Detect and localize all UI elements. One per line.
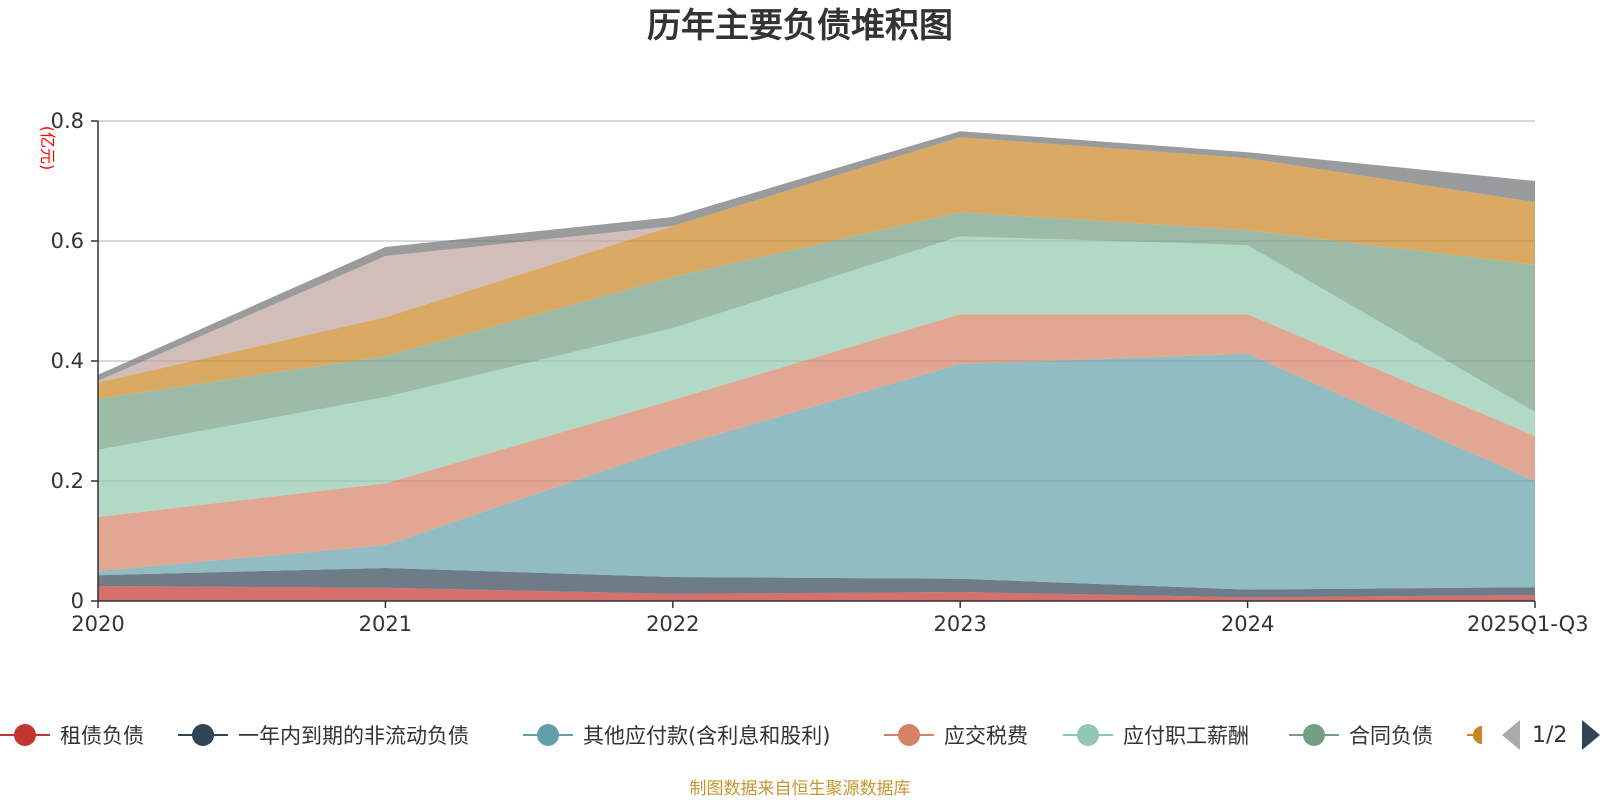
legend-label-1: 一年内到期的非流动负债 — [238, 724, 469, 748]
area-series-group — [98, 131, 1535, 601]
legend-prev-page-icon[interactable] — [1502, 720, 1520, 750]
x-tick-label-0: 2020 — [71, 612, 124, 636]
x-tick-label-2: 2022 — [646, 612, 699, 636]
area-series-2[interactable] — [98, 353, 1535, 590]
legend-page-indicator: 1/2 — [1532, 723, 1567, 748]
legend-item-2[interactable]: 其他应付款(含利息和股利) — [523, 724, 830, 748]
area-series-3[interactable] — [98, 314, 1535, 571]
legend: 租债负债 一年内到期的非流动负债 其他应付款(含利息和股利) 应交税费 应付职工薪酬 合同… — [0, 724, 1482, 748]
area-series-4[interactable] — [98, 236, 1535, 517]
y-axis-ticks: 0 0.2 0.4 0.6 0.8 — [51, 109, 98, 613]
legend-marker-icon-3 — [898, 724, 920, 746]
legend-marker-icon-2 — [537, 724, 559, 746]
legend-item-4[interactable]: 应付职工薪酬 — [1063, 724, 1249, 748]
area-series-5[interactable] — [98, 212, 1535, 450]
x-tick-label-3: 2023 — [933, 612, 986, 636]
chart-title: 历年主要负债堆积图 — [647, 6, 953, 46]
area-series-8[interactable] — [98, 131, 1535, 381]
legend-item-5[interactable]: 合同负债 — [1289, 724, 1433, 748]
area-series-6[interactable] — [98, 137, 1535, 399]
y-axis-unit-label: (亿元) — [38, 126, 57, 171]
legend-marker-icon-1 — [192, 724, 214, 746]
legend-item-0[interactable]: 租债负债 — [0, 724, 144, 748]
x-tick-label-4: 2024 — [1221, 612, 1274, 636]
legend-label-4: 应付职工薪酬 — [1123, 724, 1249, 748]
legend-label-0: 租债负债 — [60, 724, 144, 748]
legend-item-1[interactable]: 一年内到期的非流动负债 — [178, 724, 469, 748]
legend-next-page-icon[interactable] — [1582, 720, 1600, 750]
legend-marker-icon-0 — [14, 724, 36, 746]
legend-marker-partial-icon — [1473, 726, 1482, 744]
y-tick-label-3: 0.6 — [51, 229, 84, 253]
source-note: 制图数据来自恒生聚源数据库 — [690, 779, 911, 799]
legend-item-partial[interactable] — [1467, 726, 1482, 744]
legend-label-2: 其他应付款(含利息和股利) — [583, 724, 830, 748]
legend-marker-icon-5 — [1303, 724, 1325, 746]
legend-marker-icon-4 — [1077, 724, 1099, 746]
area-series-7[interactable] — [98, 137, 1535, 383]
legend-label-5: 合同负债 — [1349, 724, 1433, 748]
area-series-0[interactable] — [98, 586, 1535, 601]
legend-label-3: 应交税费 — [944, 724, 1028, 748]
y-tick-label-4: 0.8 — [51, 109, 84, 133]
y-tick-label-2: 0.4 — [51, 349, 84, 373]
x-tick-label-5: 2025Q1-Q3 — [1467, 612, 1589, 636]
legend-item-3[interactable]: 应交税费 — [884, 724, 1028, 748]
area-series-1[interactable] — [98, 568, 1535, 598]
legend-pager: 1/2 — [1502, 720, 1600, 750]
y-tick-label-0: 0 — [71, 589, 84, 613]
y-tick-label-1: 0.2 — [51, 469, 84, 493]
x-axis-ticks: 2020 2021 2022 2023 2024 2025Q1-Q3 — [71, 601, 1589, 636]
x-tick-label-1: 2021 — [359, 612, 412, 636]
